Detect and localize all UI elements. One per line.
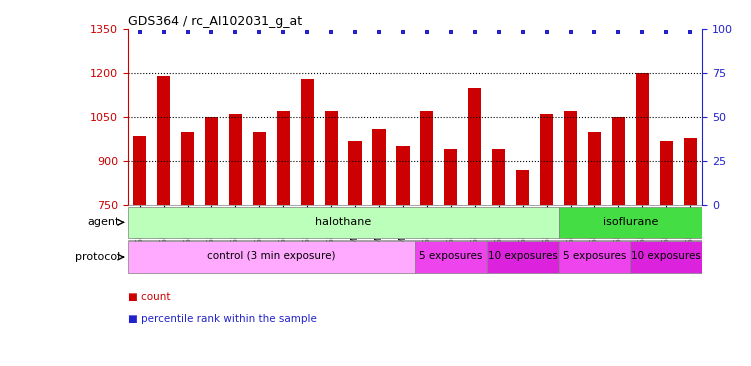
Bar bbox=[181, 132, 194, 205]
Bar bbox=[300, 79, 314, 205]
Text: 5 exposures: 5 exposures bbox=[562, 251, 626, 261]
Bar bbox=[468, 88, 481, 205]
Bar bbox=[133, 136, 146, 205]
Bar bbox=[540, 114, 553, 205]
Bar bbox=[588, 132, 601, 205]
Bar bbox=[636, 73, 649, 205]
Bar bbox=[630, 242, 702, 273]
Text: agent: agent bbox=[88, 217, 120, 227]
Text: control (3 min exposure): control (3 min exposure) bbox=[207, 251, 336, 261]
Text: 5 exposures: 5 exposures bbox=[419, 251, 483, 261]
Text: ■ count: ■ count bbox=[128, 292, 170, 302]
Bar bbox=[564, 111, 577, 205]
Text: isoflurane: isoflurane bbox=[603, 217, 658, 227]
Bar bbox=[559, 207, 702, 238]
Bar bbox=[128, 207, 559, 238]
Bar bbox=[205, 117, 218, 205]
Bar bbox=[492, 149, 505, 205]
Bar bbox=[445, 149, 457, 205]
Bar bbox=[421, 111, 433, 205]
Bar bbox=[372, 129, 385, 205]
Text: halothane: halothane bbox=[315, 217, 371, 227]
Bar bbox=[324, 111, 338, 205]
Bar bbox=[612, 117, 625, 205]
Bar bbox=[348, 141, 362, 205]
Text: 10 exposures: 10 exposures bbox=[487, 251, 557, 261]
Bar bbox=[229, 114, 242, 205]
Bar bbox=[253, 132, 266, 205]
Bar bbox=[276, 111, 290, 205]
Bar bbox=[659, 141, 673, 205]
Bar bbox=[415, 242, 487, 273]
Bar bbox=[516, 170, 529, 205]
Bar bbox=[128, 242, 415, 273]
Bar bbox=[683, 138, 697, 205]
Text: ■ percentile rank within the sample: ■ percentile rank within the sample bbox=[128, 314, 316, 324]
Bar bbox=[487, 242, 559, 273]
Bar bbox=[559, 242, 630, 273]
Text: GDS364 / rc_AI102031_g_at: GDS364 / rc_AI102031_g_at bbox=[128, 15, 302, 28]
Text: protocol: protocol bbox=[75, 252, 120, 262]
Bar bbox=[397, 146, 409, 205]
Text: 10 exposures: 10 exposures bbox=[632, 251, 701, 261]
Bar bbox=[157, 76, 170, 205]
